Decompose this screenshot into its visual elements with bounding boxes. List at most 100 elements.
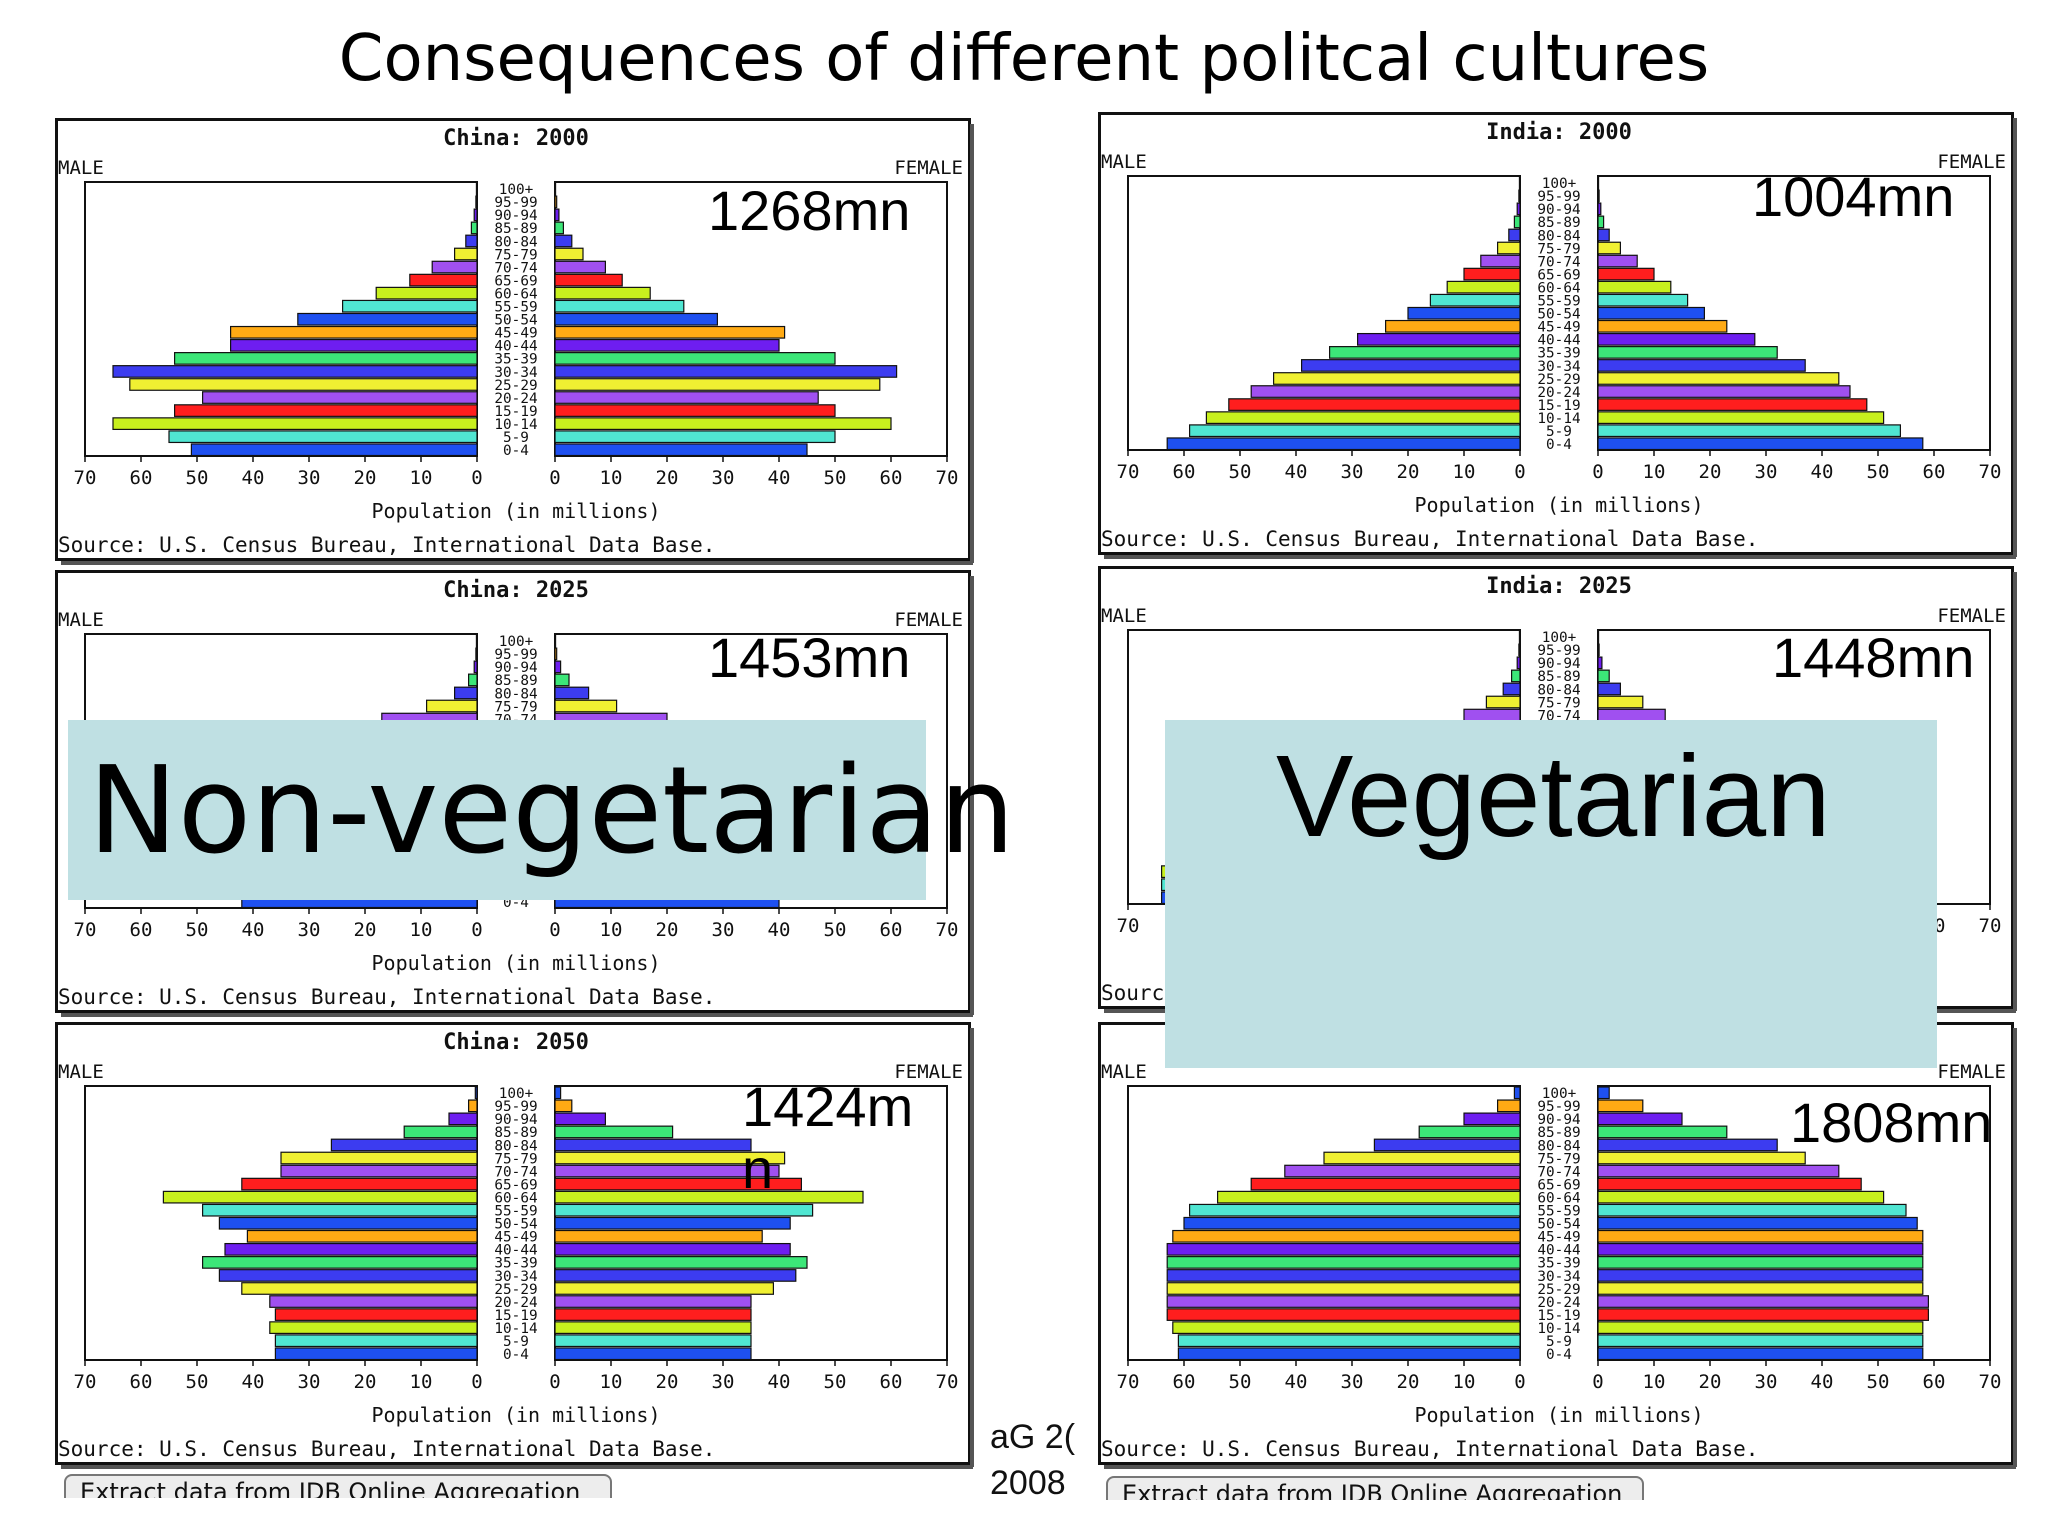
age-group-label: 100+ bbox=[1542, 630, 1577, 646]
population-total-label: 1453mn bbox=[708, 626, 911, 689]
age-group-label: 35-39 bbox=[494, 1256, 537, 1272]
female-bar bbox=[554, 1099, 573, 1113]
chart-title: China: 2025 bbox=[443, 578, 589, 603]
population-total-label: 1268mn bbox=[708, 179, 911, 242]
male-bar bbox=[470, 221, 478, 235]
x-tick-label: 30 bbox=[712, 1371, 735, 1393]
female-bar bbox=[1597, 682, 1621, 696]
male-bar bbox=[1188, 424, 1521, 438]
female-bar bbox=[554, 221, 564, 235]
male-bar bbox=[1250, 1177, 1521, 1191]
female-bar bbox=[554, 1164, 780, 1178]
vegetarian-label: Vegetarian bbox=[1276, 731, 1831, 861]
female-bar bbox=[1597, 1229, 1924, 1243]
male-bar bbox=[112, 417, 478, 431]
female-bar bbox=[1597, 1086, 1610, 1100]
age-group-label: 55-59 bbox=[1537, 294, 1580, 310]
female-bar bbox=[1597, 306, 1706, 320]
male-bar bbox=[1513, 215, 1521, 229]
pyramid-chart: India: 2000 MALE FEMALE 0-45-910-1415-1920-… bbox=[1098, 112, 2018, 559]
age-group-label: 0-4 bbox=[503, 443, 529, 459]
extract-data-tab[interactable]: Extract data from IDB Online Aggregation bbox=[64, 1474, 612, 1498]
x-tick-label: 30 bbox=[298, 919, 321, 941]
age-group-label: 80-84 bbox=[1537, 228, 1580, 244]
female-label: FEMALE bbox=[894, 1061, 963, 1083]
female-bar bbox=[554, 299, 685, 313]
age-group-label: 45-49 bbox=[494, 1230, 537, 1246]
male-bar bbox=[448, 1112, 478, 1126]
male-bar bbox=[1502, 682, 1521, 696]
male-bar bbox=[1516, 202, 1521, 216]
x-axis-label: Population (in millions) bbox=[1415, 493, 1704, 517]
female-bar bbox=[1597, 643, 1600, 657]
male-bar bbox=[129, 378, 478, 391]
female-bar bbox=[554, 378, 881, 391]
age-group-label: 70-74 bbox=[1537, 1164, 1580, 1180]
female-bar bbox=[554, 312, 718, 326]
x-tick-label: 50 bbox=[186, 1371, 209, 1393]
male-bar bbox=[202, 391, 478, 404]
female-bar bbox=[1597, 1269, 1924, 1282]
x-tick-label: 50 bbox=[1867, 1371, 1890, 1393]
male-bar bbox=[1513, 1086, 1521, 1100]
x-tick-label: 30 bbox=[1341, 1371, 1364, 1393]
female-bar bbox=[554, 325, 786, 339]
age-group-label: 25-29 bbox=[494, 1282, 537, 1298]
age-group-label: 100+ bbox=[499, 182, 534, 198]
male-label: MALE bbox=[58, 157, 104, 179]
male-bar bbox=[1518, 643, 1521, 657]
male-bar bbox=[1228, 398, 1521, 411]
age-group-label: 15-19 bbox=[1537, 1308, 1580, 1324]
x-tick-label: 10 bbox=[1453, 1371, 1476, 1393]
age-group-label: 35-39 bbox=[1537, 346, 1580, 362]
x-tick-label: 20 bbox=[1699, 461, 1722, 483]
male-bar bbox=[1166, 1282, 1521, 1295]
male-bar bbox=[173, 404, 478, 417]
x-tick-label: 70 bbox=[74, 467, 97, 489]
x-axis-label: Population (in millions) bbox=[372, 499, 661, 523]
panel-background bbox=[55, 1022, 975, 1469]
population-total-label: 1808mn bbox=[1790, 1091, 1993, 1154]
x-tick-label: 50 bbox=[1229, 461, 1252, 483]
male-bar bbox=[454, 247, 478, 261]
x-tick-label: 10 bbox=[600, 467, 623, 489]
age-group-label: 60-64 bbox=[1537, 1190, 1580, 1206]
female-bar bbox=[554, 1269, 797, 1282]
female-bar bbox=[1597, 1216, 1918, 1230]
male-bar bbox=[1188, 1203, 1521, 1217]
male-bar bbox=[241, 1282, 478, 1295]
age-group-label: 95-99 bbox=[494, 647, 537, 663]
male-bar bbox=[465, 234, 478, 248]
age-group-label: 85-89 bbox=[494, 1125, 537, 1141]
age-group-label: 90-94 bbox=[494, 1112, 537, 1128]
male-label: MALE bbox=[1101, 1061, 1147, 1083]
age-group-label: 95-99 bbox=[494, 195, 537, 211]
female-bar bbox=[1597, 669, 1610, 683]
panel-border bbox=[55, 118, 971, 561]
female-bar bbox=[1597, 1125, 1728, 1139]
extract-data-tab[interactable]: Extract data from IDB Online Aggregation bbox=[1106, 1476, 1644, 1500]
male-bar bbox=[1284, 1164, 1521, 1178]
age-group-label: 55-59 bbox=[1537, 1204, 1580, 1220]
age-group-label: 95-99 bbox=[1537, 643, 1580, 659]
chart-title: India: 2025 bbox=[1486, 574, 1632, 599]
male-bar bbox=[1177, 1334, 1521, 1348]
male-bar bbox=[1385, 319, 1521, 333]
x-tick-label: 20 bbox=[656, 919, 679, 941]
female-bar bbox=[554, 673, 570, 687]
age-group-label: 0-4 bbox=[503, 1347, 529, 1363]
x-tick-label: 10 bbox=[1643, 1371, 1666, 1393]
age-group-label: 95-99 bbox=[1537, 189, 1580, 205]
age-group-label: 25-29 bbox=[1537, 372, 1580, 388]
male-bar bbox=[1166, 1242, 1521, 1256]
vegetarian-overlay-box bbox=[1165, 720, 1937, 1068]
x-tick-label: 60 bbox=[1923, 461, 1946, 483]
female-bar bbox=[1597, 411, 1885, 425]
x-tick-label: 30 bbox=[712, 919, 735, 941]
female-bar bbox=[1597, 630, 1600, 644]
x-tick-label: 50 bbox=[824, 919, 847, 941]
female-bar bbox=[554, 338, 780, 352]
source-note: Source: U.S. Census Bureau, Internationa… bbox=[58, 533, 715, 557]
male-bar bbox=[1485, 695, 1521, 709]
x-tick-label: 70 bbox=[1117, 1371, 1140, 1393]
